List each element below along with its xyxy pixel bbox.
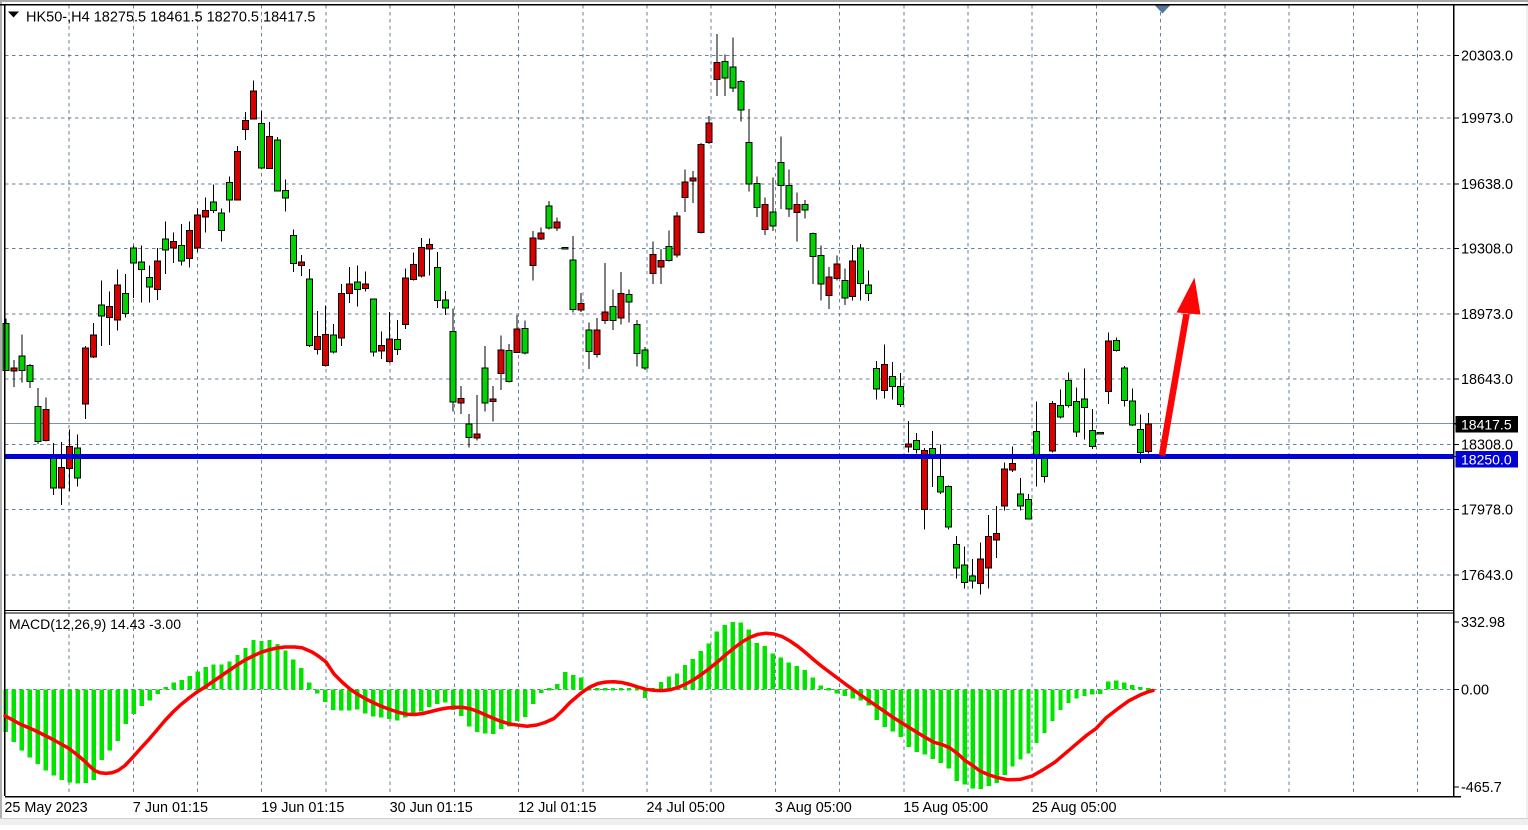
svg-text:25 May 2023: 25 May 2023 (4, 800, 87, 816)
svg-text:17643.0: 17643.0 (1461, 568, 1513, 584)
svg-text:17978.0: 17978.0 (1461, 503, 1513, 519)
svg-text:19638.0: 19638.0 (1461, 177, 1513, 193)
svg-text:MACD(12,26,9) 14.43 -3.00: MACD(12,26,9) 14.43 -3.00 (9, 616, 181, 632)
svg-text:-465.7: -465.7 (1461, 780, 1502, 796)
svg-text:18973.0: 18973.0 (1461, 307, 1513, 323)
svg-text:18250.0: 18250.0 (1461, 451, 1512, 467)
svg-text:HK50-,H4 18275.5 18461.5 1827: HK50-,H4 18275.5 18461.5 18270.5 18417.5 (26, 10, 315, 26)
svg-text:7 Jun 01:15: 7 Jun 01:15 (133, 800, 208, 816)
svg-text:3 Aug 05:00: 3 Aug 05:00 (775, 800, 852, 816)
svg-text:15 Aug 05:00: 15 Aug 05:00 (903, 800, 988, 816)
svg-text:24 Jul 05:00: 24 Jul 05:00 (647, 800, 725, 816)
svg-text:18643.0: 18643.0 (1461, 372, 1513, 388)
svg-text:19973.0: 19973.0 (1461, 111, 1513, 127)
svg-text:19 Jun 01:15: 19 Jun 01:15 (261, 800, 344, 816)
svg-text:18417.5: 18417.5 (1461, 416, 1512, 432)
svg-text:12 Jul 01:15: 12 Jul 01:15 (518, 800, 596, 816)
svg-text:19308.0: 19308.0 (1461, 242, 1513, 258)
svg-text:25 Aug 05:00: 25 Aug 05:00 (1032, 800, 1117, 816)
svg-text:332.98: 332.98 (1461, 615, 1505, 631)
svg-text:18308.0: 18308.0 (1461, 438, 1513, 454)
svg-text:20303.0: 20303.0 (1461, 49, 1513, 65)
svg-text:30 Jun 01:15: 30 Jun 01:15 (390, 800, 473, 816)
svg-text:0.00: 0.00 (1461, 683, 1489, 699)
